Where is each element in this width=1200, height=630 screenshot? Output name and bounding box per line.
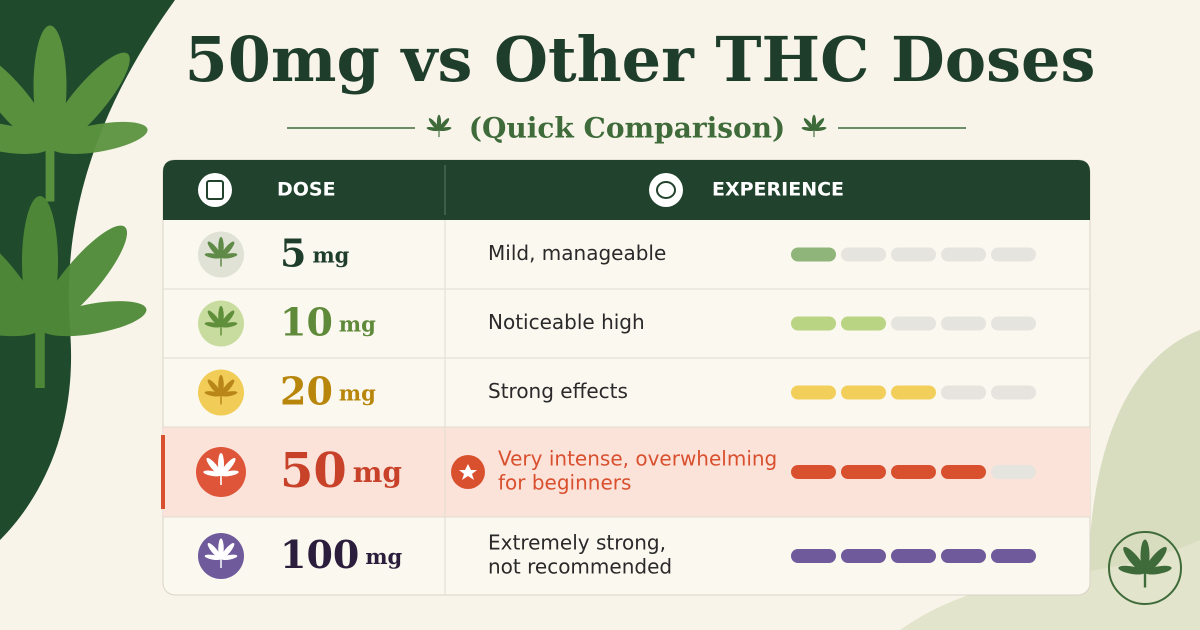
dose-value: 50 bbox=[280, 443, 347, 499]
experience: Very intense, overwhelming bbox=[498, 447, 777, 471]
dose: 100 mg bbox=[280, 532, 403, 577]
dose-value: 5 bbox=[280, 230, 306, 275]
intensity-segment bbox=[991, 549, 1036, 563]
dose-unit: mg bbox=[339, 311, 376, 336]
dose-unit: mg bbox=[339, 380, 376, 405]
intensity-segment bbox=[941, 465, 986, 479]
intensity-segment bbox=[891, 549, 936, 563]
intensity-empty bbox=[991, 385, 1036, 400]
intensity-segment bbox=[841, 385, 886, 400]
icon bbox=[198, 173, 232, 207]
column-header: EXPERIENCE bbox=[712, 179, 844, 201]
intensity-segment bbox=[841, 316, 886, 331]
intensity-empty bbox=[941, 316, 986, 331]
experience: Noticeable high bbox=[488, 310, 645, 334]
intensity-segment bbox=[791, 316, 836, 331]
intensity-segment bbox=[891, 465, 936, 479]
experience: not recommended bbox=[488, 555, 672, 579]
intensity-empty bbox=[991, 465, 1036, 479]
alert-star bbox=[459, 464, 477, 480]
dose-unit: mg bbox=[365, 544, 402, 569]
intensity-empty bbox=[891, 316, 936, 331]
intensity-segment bbox=[791, 549, 836, 563]
dose-value: 20 bbox=[280, 368, 333, 413]
dose: 5 mg bbox=[280, 230, 350, 275]
highlight-edge bbox=[161, 435, 165, 509]
dose: 20 mg bbox=[280, 368, 376, 413]
experience: Extremely strong, bbox=[488, 531, 666, 555]
dose: 10 mg bbox=[280, 299, 376, 344]
table-header bbox=[163, 160, 1090, 220]
dose-value: 100 bbox=[280, 532, 359, 577]
icon bbox=[656, 181, 676, 199]
intensity-empty bbox=[891, 247, 936, 262]
badge bbox=[1108, 531, 1182, 605]
column-header: DOSE bbox=[277, 179, 336, 201]
dose-unit: mg bbox=[312, 242, 349, 267]
experience: for beginners bbox=[498, 471, 631, 495]
intensity-segment bbox=[791, 385, 836, 400]
intensity-empty bbox=[841, 247, 886, 262]
intensity-segment bbox=[891, 385, 936, 400]
subtitle: (Quick Comparison) bbox=[469, 112, 786, 145]
intensity-segment bbox=[791, 247, 836, 262]
dose-unit: mg bbox=[353, 456, 402, 489]
icon bbox=[206, 180, 224, 200]
dose-value: 10 bbox=[280, 299, 333, 344]
experience: Strong effects bbox=[488, 379, 628, 403]
dose: 50 mg bbox=[280, 443, 402, 499]
intensity-empty bbox=[991, 247, 1036, 262]
experience: Mild, manageable bbox=[488, 241, 666, 265]
title: 50mg vs Other THC Doses bbox=[185, 23, 1096, 96]
icon bbox=[649, 173, 683, 207]
intensity-segment bbox=[841, 465, 886, 479]
intensity-empty bbox=[941, 247, 986, 262]
intensity-segment bbox=[791, 465, 836, 479]
intensity-empty bbox=[941, 385, 986, 400]
intensity-empty bbox=[991, 316, 1036, 331]
intensity-segment bbox=[941, 549, 986, 563]
intensity-segment bbox=[841, 549, 886, 563]
